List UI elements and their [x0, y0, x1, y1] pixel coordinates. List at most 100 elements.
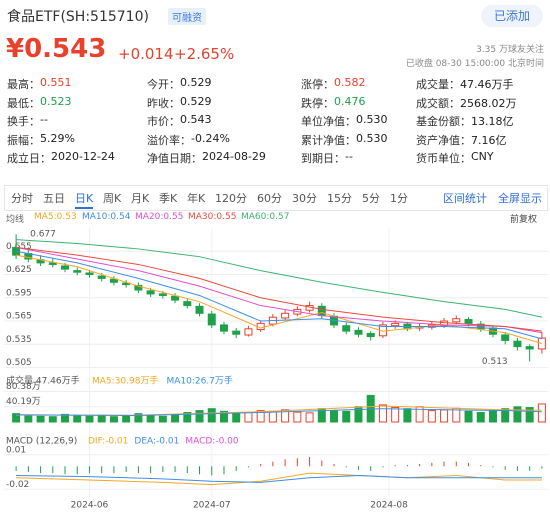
volume-bar	[268, 410, 277, 423]
y-tick-label: 0.625	[6, 265, 32, 275]
volume-bar	[464, 410, 473, 423]
tab-bar	[4, 185, 548, 211]
y-tick-label: 0.565	[6, 312, 32, 322]
volume-bar	[537, 403, 546, 423]
candle-body	[146, 290, 155, 295]
stat-value: 5.29%	[40, 131, 75, 145]
ma-legend: MA30:0.55	[188, 212, 237, 222]
candle-body	[97, 275, 106, 279]
candle-body	[513, 340, 522, 348]
volume-bar	[293, 411, 302, 423]
candle-body	[501, 334, 510, 341]
volume-bar	[525, 407, 534, 423]
stat-label: 跌停：	[301, 96, 334, 110]
macd-title: MACD (12,26,9)	[6, 437, 77, 447]
volume-bar	[195, 410, 204, 423]
volume-bar	[378, 404, 387, 423]
stat-label: 换手：	[7, 115, 40, 129]
candle-body	[73, 270, 82, 273]
tab[interactable]: 5分	[362, 192, 380, 205]
stat-value: CNY	[471, 150, 494, 164]
tab[interactable]: 1分	[390, 192, 408, 205]
volume-bar	[513, 406, 522, 423]
volume-ma-line	[16, 408, 542, 417]
tab-link[interactable]: 区间统计	[443, 192, 487, 205]
stat-value: 2568.02万	[460, 96, 517, 110]
candle-body	[61, 265, 70, 270]
candle-body	[354, 329, 363, 335]
extreme-label: 0.513	[482, 357, 508, 367]
tab-link[interactable]: 全屏显示	[498, 192, 542, 205]
stat-label: 昨收：	[147, 96, 180, 110]
candle-body	[232, 330, 241, 335]
volume-bar	[427, 410, 436, 423]
x-tick-label: 2024-06	[71, 501, 109, 511]
volume-ma-legend: MA5:30.98万手	[92, 375, 158, 387]
x-tick-label: 2024-08	[370, 501, 408, 511]
volume-bar	[134, 413, 143, 423]
volume-bar	[73, 415, 82, 423]
stat-value: 0.529	[180, 76, 212, 89]
change-pct: +2.65%	[174, 45, 235, 63]
adjust-button[interactable]: 前复权	[510, 215, 538, 225]
stat-label: 成交量：	[416, 78, 460, 91]
candle-body	[109, 278, 118, 283]
candle-body	[342, 325, 351, 332]
y-tick-label: 0.655	[6, 242, 32, 252]
tab[interactable]: 月K	[131, 192, 150, 205]
candle-body	[366, 332, 375, 338]
macd-tick-label: 0.01	[6, 445, 26, 455]
stat-label: 资产净值：	[416, 133, 471, 147]
volume-bar	[501, 408, 510, 423]
stat-value: 0.476	[334, 94, 366, 108]
volume-bar	[391, 407, 400, 423]
tab[interactable]: 30分	[292, 192, 317, 205]
tab[interactable]: 年K	[187, 192, 206, 205]
tab[interactable]: 季K	[159, 192, 178, 205]
stat-label: 振幅：	[7, 133, 40, 147]
stat-label: 净值日期：	[147, 152, 202, 166]
volume-bar	[488, 410, 497, 423]
tab[interactable]: 周K	[103, 192, 122, 205]
candle-body	[171, 295, 180, 301]
tab[interactable]: 分时	[11, 192, 33, 205]
stat-label: 今开：	[147, 78, 180, 91]
candle-body	[219, 324, 228, 332]
tab[interactable]: 15分	[327, 192, 352, 205]
x-tick-label: 2024-07	[193, 501, 231, 511]
ma-legend: MA20:0.55	[135, 212, 184, 222]
added-button[interactable]: 已添加	[481, 5, 543, 27]
margin-tag: 可融资	[168, 8, 206, 25]
candle-body	[158, 293, 167, 296]
candle-body	[537, 337, 546, 350]
volume-bar	[171, 413, 180, 423]
candle-body	[85, 272, 94, 276]
tab[interactable]: 60分	[257, 192, 282, 205]
ma-line	[16, 239, 542, 318]
volume-bar	[36, 415, 45, 423]
extreme-label: 0.677	[30, 230, 56, 240]
candle-body	[281, 312, 290, 319]
candle-body	[391, 322, 400, 327]
volume-bar	[207, 408, 216, 423]
volume-bar	[232, 413, 241, 423]
tab[interactable]: 五日	[43, 192, 65, 205]
volume-tick-label: 80.38万	[6, 382, 41, 392]
tab[interactable]: 日K	[75, 190, 94, 209]
stat-value: --	[40, 113, 48, 127]
stat-value: 7.16亿	[471, 133, 507, 147]
volume-bar	[342, 410, 351, 423]
ma-line	[16, 250, 543, 340]
candle-body	[317, 305, 326, 317]
stat-label: 成立日：	[7, 152, 51, 166]
candle-body	[476, 323, 485, 330]
volume-bar	[109, 416, 118, 423]
macd-line	[16, 474, 542, 483]
tab[interactable]: 120分	[215, 192, 247, 205]
stat-value: 0.551	[40, 76, 72, 89]
volume-bar	[48, 416, 57, 423]
stat-value: 13.18亿	[471, 115, 514, 129]
status: 已收盘 08-30 15:00:00 北京时间	[405, 59, 544, 69]
volume-ma-line	[16, 405, 542, 416]
